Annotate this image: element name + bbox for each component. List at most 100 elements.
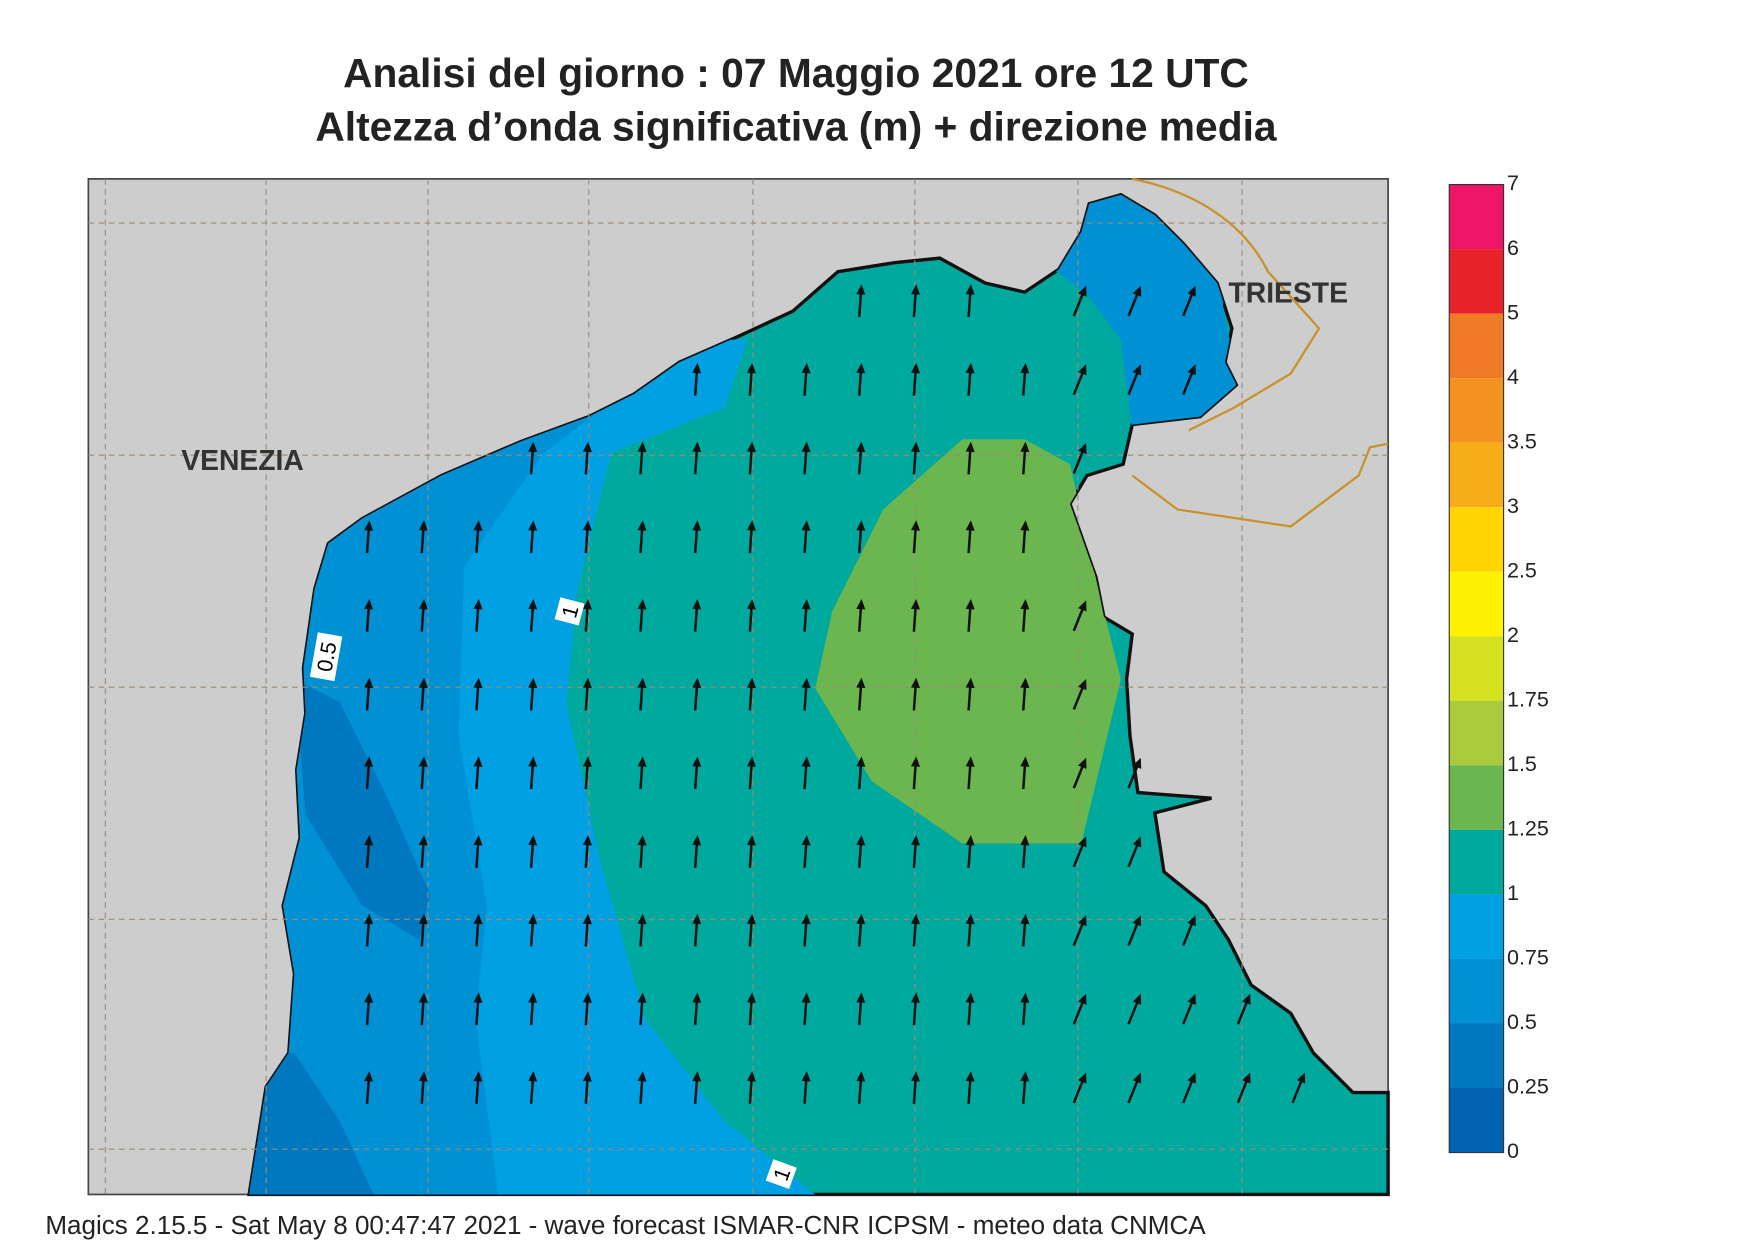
direction-arrow — [692, 598, 702, 632]
colorbar-band — [1449, 378, 1504, 443]
direction-arrow — [418, 598, 428, 632]
arrow-head — [856, 677, 866, 689]
direction-arrow — [637, 1071, 647, 1104]
arrow-head — [1132, 915, 1142, 927]
arrow-head — [582, 835, 592, 846]
arrow-head — [418, 520, 428, 531]
direction-arrow — [910, 913, 921, 947]
direction-arrow — [965, 913, 975, 947]
arrow-head — [1078, 1072, 1087, 1084]
direction-arrow — [910, 284, 921, 318]
direction-arrow — [692, 520, 702, 554]
direction-arrow — [856, 992, 866, 1026]
arrow-head — [910, 362, 921, 374]
arrow-head — [528, 677, 538, 689]
direction-arrow — [965, 677, 975, 711]
direction-arrow — [528, 1071, 538, 1104]
arrow-head — [582, 913, 592, 925]
arrow-head — [965, 362, 975, 374]
arrow-head — [418, 677, 428, 689]
direction-arrow — [418, 992, 428, 1026]
arrow-head — [364, 992, 374, 1003]
arrow-head — [801, 992, 811, 1003]
arrow-head — [1020, 598, 1030, 610]
direction-arrow — [746, 1071, 756, 1104]
arrow-head — [965, 756, 975, 767]
arrow-head — [637, 992, 647, 1003]
arrow-head — [364, 1071, 374, 1082]
arrow-head — [1242, 993, 1251, 1005]
direction-arrow — [746, 992, 756, 1026]
arrow-head — [473, 598, 483, 610]
colorbar: 7 6 5 4 3.5 3 2.5 2 1.75 1.5 1.25 1 0.75 0.5 0.25 0 — [1448, 171, 1549, 1163]
direction-arrow — [1127, 285, 1142, 317]
arrow-head — [1078, 915, 1087, 927]
direction-arrow — [801, 520, 811, 554]
arrow-head — [1020, 441, 1030, 453]
direction-arrow — [473, 992, 483, 1026]
arrow-head — [582, 441, 592, 453]
direction-arrow — [528, 756, 538, 790]
colorbar-frame — [1448, 183, 1505, 1154]
arrow-head — [1020, 362, 1030, 374]
direction-arrow — [856, 1071, 866, 1104]
arrow-head — [637, 913, 647, 925]
arrow-head — [910, 677, 921, 689]
direction-arrow — [801, 441, 811, 475]
arrow-head — [746, 441, 756, 453]
arrow-head — [418, 598, 428, 610]
colorbar-band — [1449, 700, 1504, 766]
arrow-head — [965, 992, 975, 1003]
direction-arrow — [1127, 993, 1142, 1025]
arrow-head — [637, 1071, 647, 1082]
arrow-head — [692, 677, 702, 689]
direction-arrow — [473, 598, 483, 632]
colorbar-label: 2 — [1507, 623, 1519, 647]
direction-arrow — [473, 677, 483, 711]
direction-arrow — [637, 756, 647, 790]
arrow-head — [746, 520, 756, 531]
direction-arrow — [418, 913, 428, 947]
arrow-head — [1078, 836, 1087, 848]
arrow-head — [692, 756, 702, 767]
direction-arrow — [637, 913, 647, 947]
direction-arrow — [637, 992, 647, 1026]
arrow-head — [910, 441, 921, 453]
direction-arrow — [582, 913, 592, 947]
arrow-head — [1078, 442, 1087, 455]
colorbar-band — [1449, 249, 1504, 314]
arrow-head — [1242, 1072, 1251, 1084]
arrow-head — [965, 835, 975, 846]
arrow-head — [1020, 913, 1030, 925]
direction-arrow — [801, 677, 811, 711]
colorbar-label: 3 — [1507, 494, 1519, 518]
colorbar-label: 1.25 — [1507, 817, 1549, 841]
arrow-head — [692, 520, 702, 531]
direction-arrow — [528, 992, 538, 1026]
direction-arrow — [856, 677, 866, 711]
border — [1131, 177, 1389, 528]
arrow-head — [1132, 836, 1142, 848]
direction-arrow — [692, 441, 702, 475]
direction-arrow — [364, 520, 374, 554]
wave-zone — [815, 439, 1121, 844]
direction-arrow — [1072, 442, 1087, 474]
direction-arrow — [1127, 364, 1142, 396]
direction-arrow — [692, 756, 702, 790]
direction-arrow — [637, 441, 647, 475]
direction-arrow — [1072, 836, 1087, 868]
direction-arrow — [910, 835, 921, 868]
direction-arrow — [1020, 835, 1030, 868]
direction-arrow — [1020, 362, 1030, 396]
arrow-head — [856, 520, 866, 531]
direction-arrow — [418, 835, 428, 868]
direction-arrow — [965, 835, 975, 868]
direction-arrow — [582, 1071, 592, 1104]
direction-arrow — [637, 835, 647, 868]
direction-arrow — [364, 677, 374, 711]
arrow-head — [965, 598, 975, 610]
direction-arrow — [801, 913, 811, 947]
colorbar-label: 0.25 — [1507, 1075, 1549, 1099]
colorbar-band — [1449, 1088, 1504, 1153]
arrow-head — [856, 362, 866, 374]
